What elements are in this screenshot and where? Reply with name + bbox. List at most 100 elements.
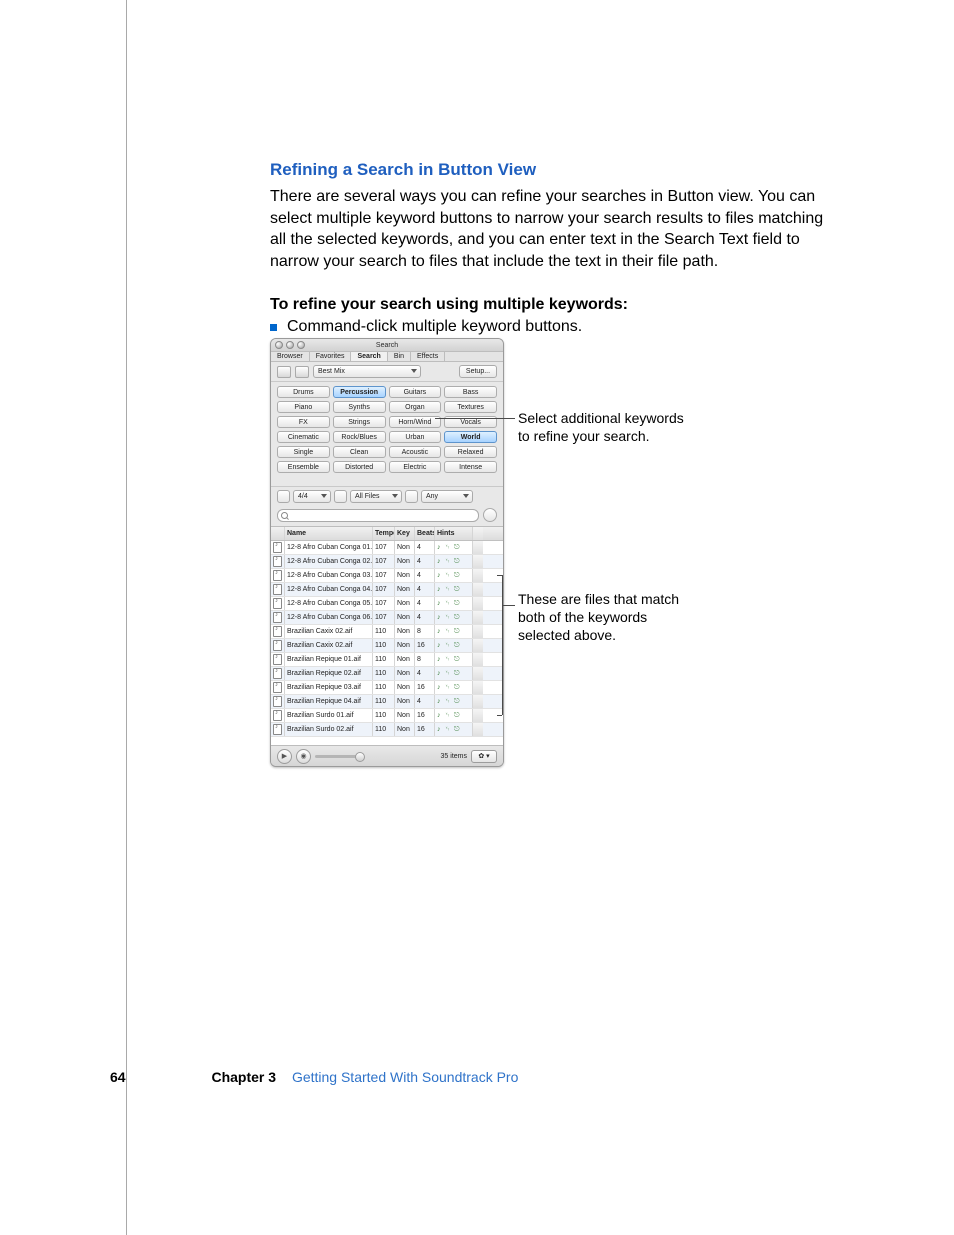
table-row[interactable]: Brazilian Repique 03.aif110Non16♪ ␋ ⎋ [271,681,503,695]
chapter-title: Getting Started With Soundtrack Pro [292,1069,518,1085]
keyword-drums[interactable]: Drums [277,386,330,398]
cell-tempo: 107 [373,583,395,596]
cell-beats: 4 [415,611,435,624]
keyword-fx[interactable]: FX [277,416,330,428]
keyword-distorted[interactable]: Distorted [333,461,386,473]
table-row[interactable]: 12-8 Afro Cuban Conga 05.aif107Non4♪ ␋ ⎋ [271,597,503,611]
keyword-strings[interactable]: Strings [333,416,386,428]
table-row[interactable]: Brazilian Surdo 01.aif110Non16♪ ␋ ⎋ [271,709,503,723]
setup-button[interactable]: Setup... [459,365,497,378]
table-row[interactable]: Brazilian Repique 04.aif110Non4♪ ␋ ⎋ [271,695,503,709]
file-type-select[interactable]: All Files [350,490,402,503]
screenshot: Search BrowserFavoritesSearchBinEffects … [270,338,504,767]
keyword-synths[interactable]: Synths [333,401,386,413]
cell-tempo: 110 [373,639,395,652]
callout-line-bottom [502,605,515,606]
cell-name: 12-8 Afro Cuban Conga 06.aif [285,611,373,624]
file-type-value: All Files [355,493,380,500]
cell-name: Brazilian Repique 01.aif [285,653,373,666]
file-icon [273,668,282,679]
keyword-relaxed[interactable]: Relaxed [444,446,497,458]
cell-beats: 4 [415,667,435,680]
keyword-horn-wind[interactable]: Horn/Wind [389,416,442,428]
keyword-cinematic[interactable]: Cinematic [277,431,330,443]
table-row[interactable]: Brazilian Caxix 02.aif110Non16♪ ␋ ⎋ [271,639,503,653]
cell-beats: 16 [415,681,435,694]
bullet-icon [270,324,277,331]
keyword-single[interactable]: Single [277,446,330,458]
time-sig-select[interactable]: 4/4 [293,490,331,503]
callout-top: Select additional keywords to refine you… [518,409,688,445]
scale-select[interactable]: Any [421,490,473,503]
keyword-percussion[interactable]: Percussion [333,386,386,398]
volume-slider[interactable] [315,755,361,758]
speaker-button[interactable]: ◉ [296,749,311,764]
keyword-piano[interactable]: Piano [277,401,330,413]
cell-key: Non [395,653,415,666]
table-row[interactable]: 12-8 Afro Cuban Conga 06.aif107Non4♪ ␋ ⎋ [271,611,503,625]
clear-button[interactable] [483,508,497,522]
col-beats[interactable]: Beats [415,527,435,540]
action-menu[interactable]: ✿ ▾ [471,750,497,763]
table-row[interactable]: Brazilian Surdo 02.aif110Non16♪ ␋ ⎋ [271,723,503,737]
cell-beats: 4 [415,695,435,708]
table-row[interactable]: Brazilian Caxix 02.aif110Non8♪ ␋ ⎋ [271,625,503,639]
cell-name: Brazilian Repique 03.aif [285,681,373,694]
tab-effects[interactable]: Effects [411,352,445,361]
cell-hints: ♪ ␋ ⎋ [435,639,473,652]
table-row[interactable]: 12-8 Afro Cuban Conga 04.aif107Non4♪ ␋ ⎋ [271,583,503,597]
cell-tempo: 110 [373,625,395,638]
keyword-bass[interactable]: Bass [444,386,497,398]
keyword-intense[interactable]: Intense [444,461,497,473]
keyword-guitars[interactable]: Guitars [389,386,442,398]
keyword-ensemble[interactable]: Ensemble [277,461,330,473]
search-input[interactable] [277,509,479,522]
cell-key: Non [395,583,415,596]
col-key[interactable]: Key [395,527,415,540]
table-row[interactable]: 12-8 Afro Cuban Conga 03.aif107Non4♪ ␋ ⎋ [271,569,503,583]
tab-favorites[interactable]: Favorites [310,352,352,361]
cell-name: Brazilian Surdo 02.aif [285,723,373,736]
cell-beats: 4 [415,569,435,582]
play-button[interactable]: ▶ [277,749,292,764]
callout-bracket [502,575,503,715]
tab-browser[interactable]: Browser [271,352,310,361]
file-icon [273,724,282,735]
left-margin-rule [126,0,127,1235]
keyword-world[interactable]: World [444,431,497,443]
cell-beats: 16 [415,639,435,652]
cell-tempo: 110 [373,667,395,680]
keyword-acoustic[interactable]: Acoustic [389,446,442,458]
table-row[interactable]: 12-8 Afro Cuban Conga 01.aif107Non4♪ ␋ ⎋ [271,541,503,555]
col-name[interactable]: Name [285,527,373,540]
category-select-value: Best Mix [318,368,345,375]
keyword-clean[interactable]: Clean [333,446,386,458]
tab-search[interactable]: Search [351,352,387,361]
cell-hints: ♪ ␋ ⎋ [435,653,473,666]
view-column-button[interactable] [277,366,291,378]
cell-tempo: 110 [373,681,395,694]
file-icon [273,556,282,567]
bottom-bar: ▶ ◉ 35 items ✿ ▾ [271,745,503,766]
category-select[interactable]: Best Mix [313,365,421,378]
cell-beats: 4 [415,541,435,554]
keyword-rock-blues[interactable]: Rock/Blues [333,431,386,443]
table-row[interactable]: 12-8 Afro Cuban Conga 02.aif107Non4♪ ␋ ⎋ [271,555,503,569]
col-hints[interactable]: Hints [435,527,473,540]
time-sig-icon [277,490,290,503]
keyword-organ[interactable]: Organ [389,401,442,413]
tab-bin[interactable]: Bin [388,352,411,361]
table-row[interactable]: Brazilian Repique 01.aif110Non8♪ ␋ ⎋ [271,653,503,667]
cell-hints: ♪ ␋ ⎋ [435,569,473,582]
keyword-electric[interactable]: Electric [389,461,442,473]
keyword-grid: DrumsPercussionGuitarsBass PianoSynthsOrg… [271,382,503,486]
keyword-urban[interactable]: Urban [389,431,442,443]
keyword-textures[interactable]: Textures [444,401,497,413]
col-tempo[interactable]: Tempo [373,527,395,540]
cell-name: Brazilian Repique 04.aif [285,695,373,708]
file-icon [273,542,282,553]
cell-hints: ♪ ␋ ⎋ [435,597,473,610]
cell-key: Non [395,695,415,708]
view-button-button[interactable] [295,366,309,378]
table-row[interactable]: Brazilian Repique 02.aif110Non4♪ ␋ ⎋ [271,667,503,681]
